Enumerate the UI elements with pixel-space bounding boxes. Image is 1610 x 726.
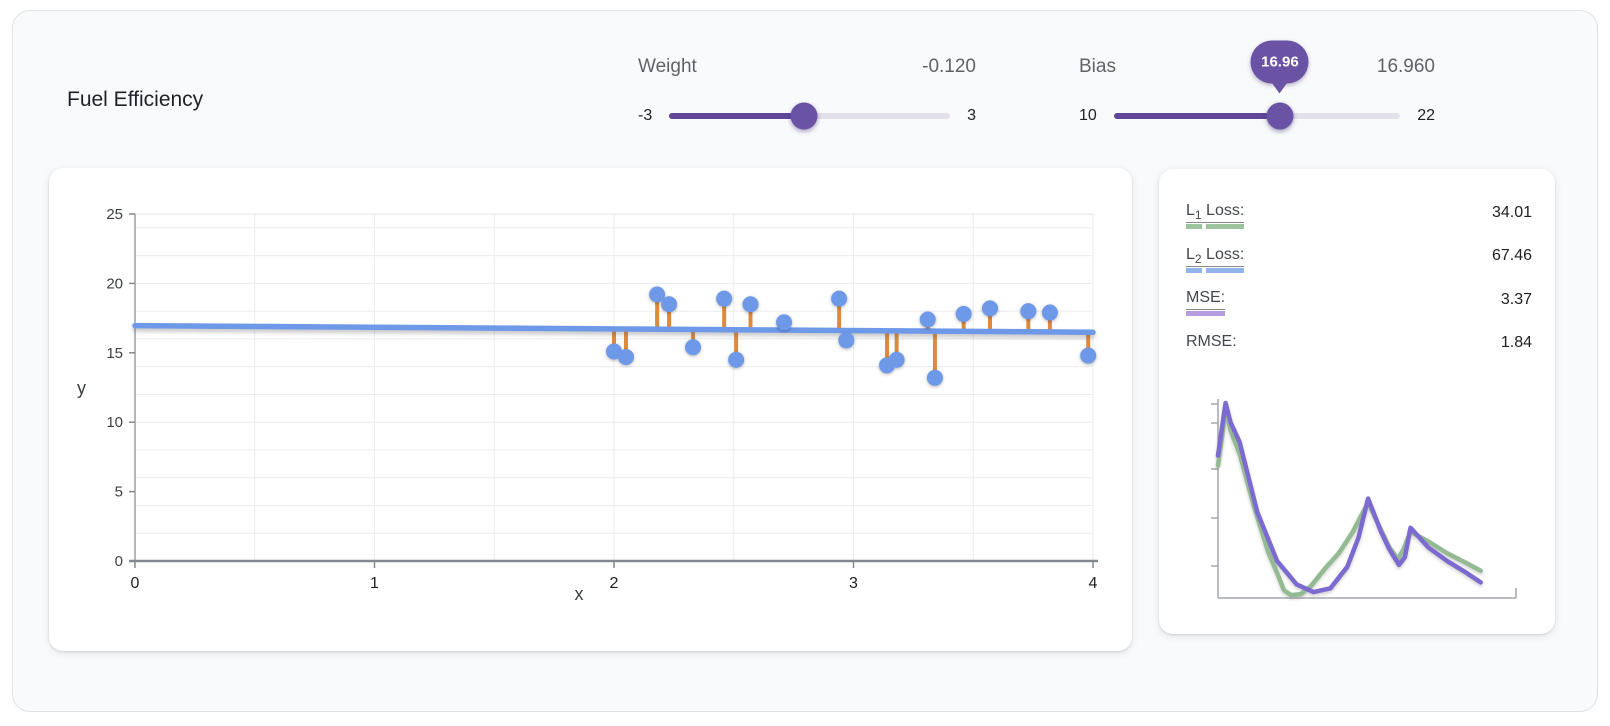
- svg-text:5: 5: [115, 484, 123, 501]
- chart-axes: yx: [77, 214, 1098, 604]
- l2-loss-legend-label[interactable]: L2 Loss:: [1186, 245, 1245, 273]
- bias-control: Bias 16.960 10 16.96 22: [1079, 40, 1435, 129]
- weight-slider-fill: [669, 112, 805, 119]
- mse-value: 3.37: [1500, 290, 1532, 308]
- rmse-row: RMSE: 1.84: [1186, 322, 1532, 366]
- loss-panel: L1 Loss: 34.01 L2 Loss: 67.46 MSE: 3.37 …: [1159, 169, 1555, 634]
- loss-curve-mse: [1215, 400, 1483, 595]
- weight-min-label: -3: [638, 106, 653, 124]
- bias-min-label: 10: [1079, 106, 1097, 124]
- data-points: [606, 286, 1097, 386]
- weight-slider[interactable]: [669, 102, 951, 129]
- regression-chart-card: y x 0 5 10 15 20 25 0 1 2 3 4: [49, 168, 1132, 651]
- x-axis-label: x: [575, 584, 584, 604]
- page-title: Fuel Efficiency: [67, 88, 204, 111]
- svg-text:15: 15: [106, 345, 123, 362]
- bias-max-label: 22: [1417, 106, 1435, 124]
- l1-loss-row: L1 Loss: 34.01: [1186, 191, 1532, 235]
- loss-curves: [1215, 400, 1483, 598]
- l1-loss-legend-label[interactable]: L1 Loss:: [1186, 202, 1245, 230]
- mse-row: MSE: 3.37: [1186, 278, 1532, 322]
- svg-text:3: 3: [849, 575, 858, 592]
- loss-curve-chart: [1211, 399, 1517, 599]
- loss-metrics: L1 Loss: 34.01 L2 Loss: 67.46 MSE: 3.37 …: [1186, 191, 1532, 365]
- bias-value: 16.960: [1376, 56, 1435, 77]
- bias-slider-thumb[interactable]: 16.96: [1250, 40, 1309, 129]
- app-container: Fuel Efficiency Weight -0.120 -3 3 Bias …: [12, 10, 1598, 712]
- bias-slider-fill: [1113, 112, 1280, 119]
- weight-slider-thumb[interactable]: [790, 102, 818, 129]
- svg-text:25: 25: [106, 206, 123, 223]
- l2-loss-row: L2 Loss: 67.46: [1186, 235, 1532, 279]
- loss-chart-axes: [1211, 399, 1517, 599]
- svg-text:0: 0: [115, 553, 123, 570]
- chart-ticks: 0 5 10 15 20 25 0 1 2 3 4: [106, 206, 1097, 592]
- svg-text:1: 1: [370, 575, 379, 592]
- l2-loss-value: 67.46: [1491, 247, 1532, 265]
- mse-legend-label[interactable]: MSE:: [1186, 289, 1226, 317]
- svg-text:2: 2: [610, 575, 619, 592]
- weight-max-label: 3: [967, 106, 976, 124]
- bias-value-tooltip: 16.96: [1250, 40, 1309, 83]
- bias-label: Bias: [1079, 56, 1116, 77]
- bias-slider[interactable]: 16.96: [1113, 40, 1401, 129]
- svg-text:20: 20: [106, 275, 123, 292]
- svg-text:0: 0: [131, 575, 140, 592]
- weight-value: -0.120: [922, 56, 976, 77]
- model-line: [132, 322, 1096, 336]
- y-axis-label: y: [77, 378, 86, 398]
- chart-gridlines: [135, 213, 1094, 561]
- svg-text:10: 10: [106, 414, 123, 431]
- l1-loss-value: 34.01: [1491, 203, 1532, 221]
- svg-text:4: 4: [1089, 575, 1098, 592]
- rmse-value: 1.84: [1500, 334, 1532, 352]
- weight-control: Weight -0.120 -3 3: [638, 56, 976, 129]
- rmse-label: RMSE:: [1186, 333, 1237, 351]
- weight-label: Weight: [638, 56, 697, 77]
